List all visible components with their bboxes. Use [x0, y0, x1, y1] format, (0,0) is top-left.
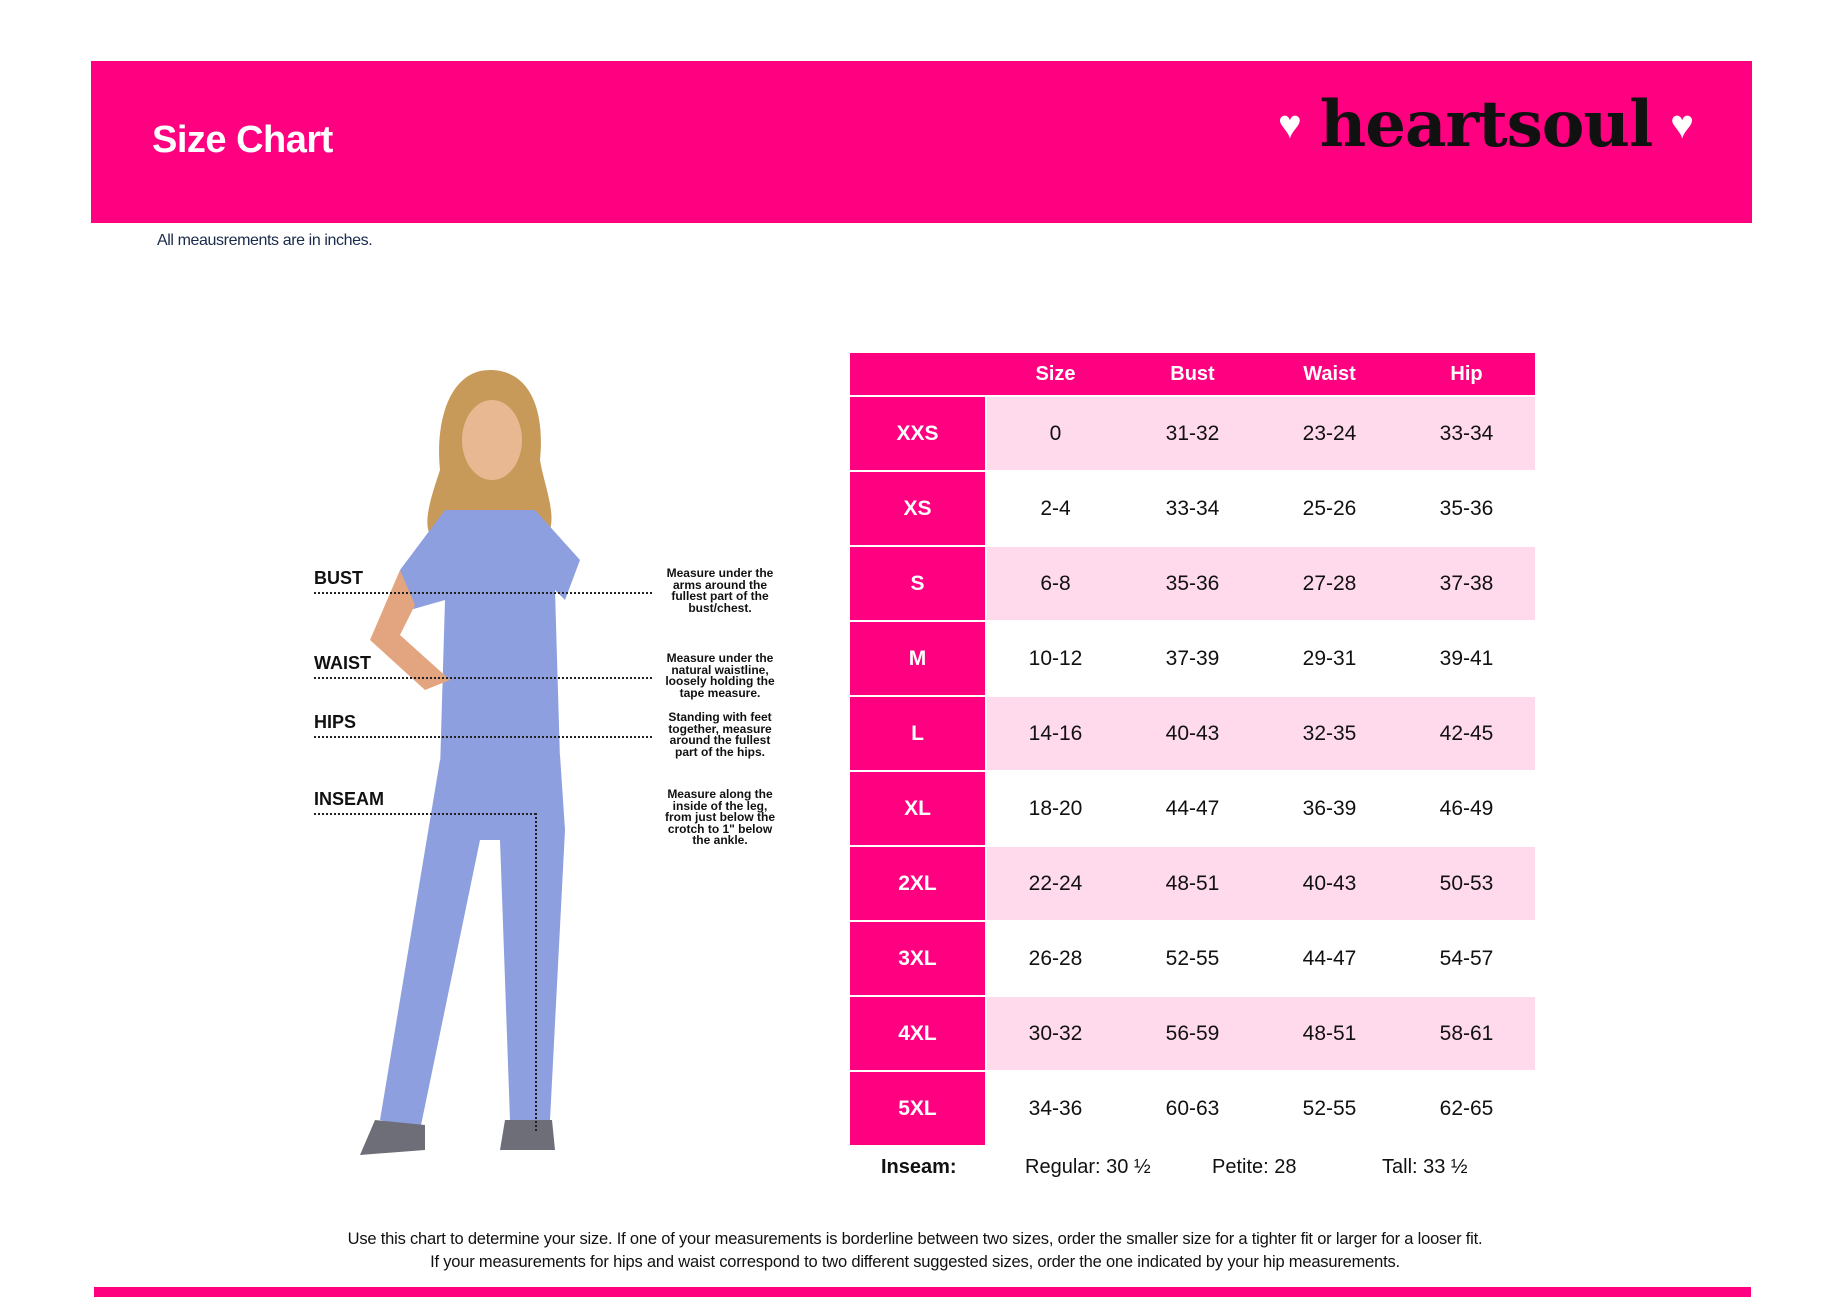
column-header: Size [1035, 362, 1076, 385]
table-cell: 32-35 [1261, 697, 1398, 770]
footer-note-2: If your measurements for hips and waist … [430, 1253, 1400, 1271]
table-row: 3XL 26-28 52-55 44-47 54-57 [850, 922, 1535, 995]
table-cell: 33-34 [1398, 397, 1535, 470]
table-cell: 30-32 [987, 997, 1124, 1070]
size-label: XXS [850, 397, 985, 470]
waist-description: Measure under the natural waistline, loo… [665, 651, 775, 700]
inseam-petite: Petite: 28 [1212, 1156, 1297, 1178]
header-banner: Size Chart ♥ heartsoul ♥ [91, 61, 1752, 223]
bust-line [314, 592, 652, 594]
table-cell: 6-8 [987, 547, 1124, 620]
table-row: M 10-12 37-39 29-31 39-41 [850, 622, 1535, 695]
table-cell: 26-28 [1028, 946, 1083, 970]
model-figure-image [360, 370, 580, 1155]
bust-description: Measure under the arms around the fulles… [666, 566, 774, 615]
table-cell: 37-38 [1398, 547, 1535, 620]
table-cell: 23-24 [1261, 397, 1398, 470]
table-cell: 0 [987, 397, 1124, 470]
table-cell: 36-39 [1302, 796, 1357, 820]
size-label: M [850, 622, 985, 695]
size-label: 2XL [850, 847, 985, 920]
size-label: L [850, 697, 985, 770]
inseam-tall: Tall: 33 ½ [1382, 1156, 1468, 1178]
table-cell: 46-49 [1439, 796, 1494, 820]
table-cell: 25-26 [1302, 496, 1357, 520]
bust-label: BUST [314, 568, 363, 588]
table-cell: 2-4 [1040, 496, 1071, 520]
waist-label: WAIST [314, 653, 371, 673]
column-header: Hip [1450, 362, 1483, 385]
inseam-regular: Regular: 30 ½ [1025, 1156, 1151, 1178]
table-row: 4XL 30-32 56-59 48-51 58-61 [850, 997, 1535, 1070]
bottom-bar [94, 1287, 1751, 1297]
table-cell: 29-31 [1302, 646, 1357, 670]
table-row: XL 18-20 44-47 36-39 46-49 [850, 772, 1535, 845]
size-label: 4XL [850, 997, 985, 1070]
page-title: Size Chart [152, 119, 333, 161]
table-cell: 22-24 [987, 847, 1124, 920]
table-cell: 34-36 [1028, 1096, 1083, 1120]
table-cell: 58-61 [1398, 997, 1535, 1070]
table-row: 2XL 22-24 48-51 40-43 50-53 [850, 847, 1535, 920]
inseam-vertical-line [535, 813, 537, 1131]
table-cell: 14-16 [987, 697, 1124, 770]
table-cell: 40-43 [1124, 697, 1261, 770]
size-label: XL [850, 772, 985, 845]
heart-icon: ♥ [1670, 102, 1694, 147]
table-row: S 6-8 35-36 27-28 37-38 [850, 547, 1535, 620]
table-cell: 44-47 [1165, 796, 1220, 820]
table-cell: 54-57 [1439, 946, 1494, 970]
table-cell: 33-34 [1165, 496, 1220, 520]
column-header: Waist [1303, 362, 1356, 385]
size-label: S [850, 547, 985, 620]
inseam-label: INSEAM [314, 789, 385, 809]
table-cell: 42-45 [1398, 697, 1535, 770]
inseam-row-label: Inseam: [881, 1156, 957, 1178]
table-cell: 50-53 [1398, 847, 1535, 920]
table-cell: 62-65 [1439, 1096, 1494, 1120]
hips-line [314, 736, 652, 738]
hips-description: Standing with feet together, measure aro… [668, 710, 772, 759]
inseam-description: Measure along the inside of the leg, fro… [664, 787, 775, 847]
size-table: Size Bust Waist Hip XXS 0 31-32 23-24 33-34 X… [850, 353, 1535, 1147]
table-cell: 52-55 [1302, 1096, 1357, 1120]
brand-name: heartsoul [1319, 87, 1654, 162]
table-row: 5XL 34-36 60-63 52-55 62-65 [850, 1072, 1535, 1145]
units-note: All meausrements are in inches. [157, 232, 373, 249]
table-cell: 48-51 [1261, 997, 1398, 1070]
hips-label: HIPS [314, 712, 357, 732]
size-label: XS [850, 472, 985, 545]
table-cell: 37-39 [1165, 646, 1220, 670]
table-cell: 40-43 [1261, 847, 1398, 920]
heart-icon: ♥ [1277, 102, 1302, 147]
table-cell: 39-41 [1439, 646, 1494, 670]
table-cell: 27-28 [1261, 547, 1398, 620]
table-cell: 35-36 [1124, 547, 1261, 620]
table-cell: 44-47 [1302, 946, 1357, 970]
size-label: 3XL [850, 922, 985, 995]
table-cell: 48-51 [1124, 847, 1261, 920]
waist-line [314, 677, 652, 679]
inseam-line [314, 813, 536, 815]
table-cell: 56-59 [1124, 997, 1261, 1070]
table-cell: 52-55 [1165, 946, 1220, 970]
column-header: Bust [1170, 362, 1215, 385]
footer-note-1: Use this chart to determine your size. I… [347, 1230, 1483, 1248]
table-row: XXS 0 31-32 23-24 33-34 [850, 397, 1535, 470]
table-row: L 14-16 40-43 32-35 42-45 [850, 697, 1535, 770]
table-cell: 31-32 [1124, 397, 1261, 470]
table-cell: 18-20 [1028, 796, 1083, 820]
table-header: Size Bust Waist Hip [850, 353, 1535, 395]
table-cell: 35-36 [1439, 496, 1494, 520]
table-row: XS 2-4 33-34 25-26 35-36 [850, 472, 1535, 545]
brand-logo: ♥ heartsoul ♥ [1278, 87, 1694, 162]
table-cell: 60-63 [1165, 1096, 1220, 1120]
size-label: 5XL [850, 1072, 985, 1145]
table-cell: 10-12 [1028, 646, 1083, 670]
